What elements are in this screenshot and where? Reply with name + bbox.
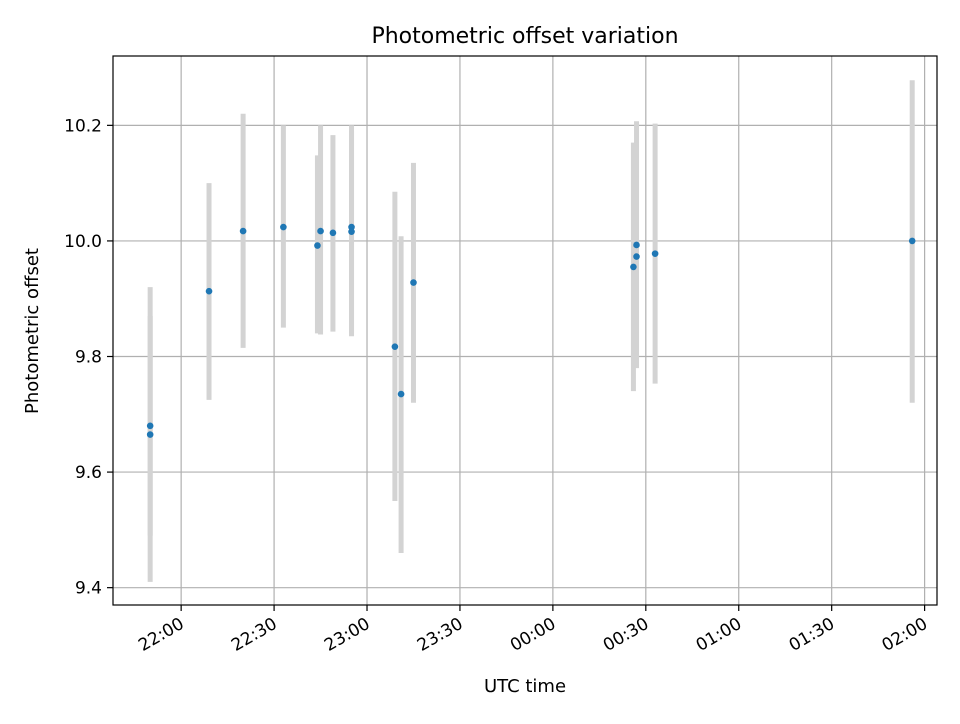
y-tick-label: 9.4	[75, 579, 102, 599]
data-point	[146, 431, 154, 438]
y-tick-label: 10.0	[64, 232, 102, 252]
data-point	[239, 227, 247, 235]
x-axis-label: UTC time	[484, 676, 566, 697]
data-point	[314, 242, 321, 249]
data-point	[391, 343, 399, 350]
plot-frame	[112, 55, 938, 606]
data-point	[348, 223, 355, 231]
data-point	[908, 237, 916, 245]
data-point	[630, 263, 637, 271]
data-point	[410, 279, 417, 286]
y-axis-label: Photometric offset	[22, 248, 43, 414]
y-tick-label: 9.8	[75, 348, 102, 368]
data-point	[633, 241, 640, 249]
data-point	[280, 223, 287, 231]
y-tick-label: 10.2	[64, 116, 102, 136]
data-point	[348, 228, 355, 235]
data-point	[633, 253, 640, 260]
data-point	[205, 287, 213, 295]
data-point	[651, 250, 659, 257]
y-tick-label: 9.6	[75, 463, 102, 483]
data-point	[146, 422, 154, 430]
data-point	[317, 227, 324, 235]
data-point	[329, 229, 337, 237]
grid-layer	[113, 56, 937, 605]
data-point	[397, 390, 405, 398]
marker-layer	[146, 223, 916, 438]
chart-title: Photometric offset variation	[371, 24, 678, 49]
